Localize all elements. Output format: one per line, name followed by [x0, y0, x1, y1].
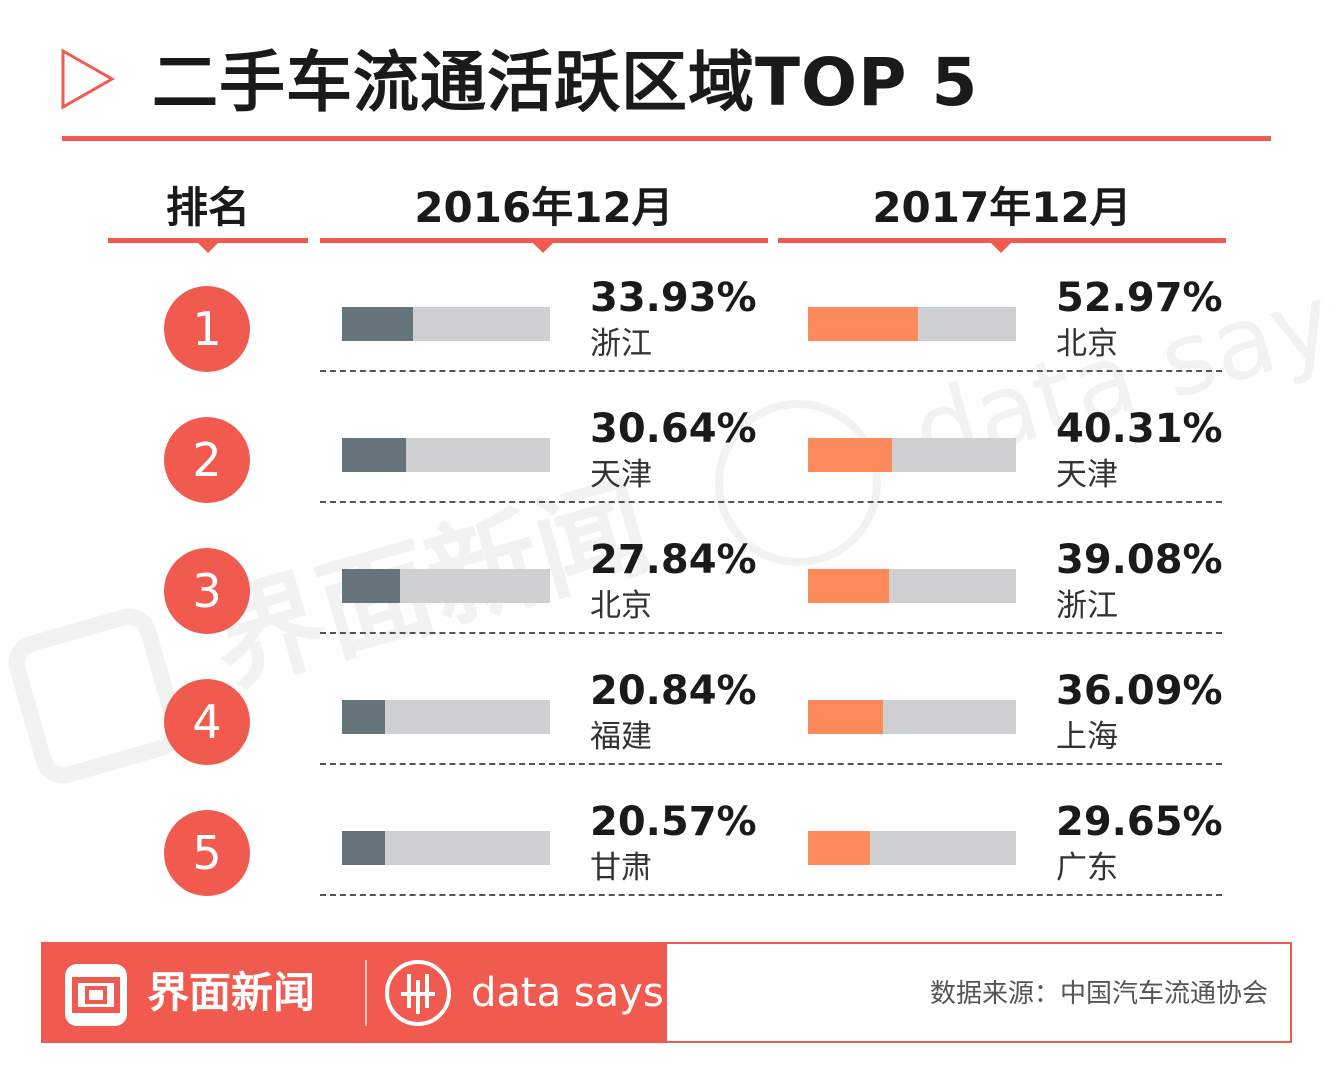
footer-bar: 界面新闻 data says 数据来源：中国汽车流通协会 — [41, 942, 1292, 1043]
bar-track-2016 — [342, 831, 550, 865]
bar-2016 — [342, 831, 385, 865]
footer-brand-cn: 界面新闻 — [147, 968, 316, 1017]
page-title: 二手车流通活跃区域TOP 5 — [152, 44, 979, 121]
header-rank-notch — [198, 243, 218, 253]
value-label-2016: 20.57% — [590, 799, 757, 845]
bar-2017 — [808, 831, 870, 865]
row-divider — [320, 501, 1222, 503]
bar-track-2017 — [808, 831, 1016, 865]
region-label-2016: 北京 — [590, 588, 652, 624]
header-2017-rule — [778, 238, 1226, 243]
play-triangle-icon — [61, 48, 116, 110]
bar-2017 — [808, 700, 883, 734]
region-label-2017: 浙江 — [1056, 588, 1118, 624]
bar-2016 — [342, 438, 406, 472]
rank-badge: 1 — [164, 286, 250, 372]
watermark-logo-icon — [1, 601, 191, 791]
header-2017-notch — [991, 243, 1011, 253]
value-label-2016: 27.84% — [590, 537, 757, 583]
region-label-2017: 天津 — [1056, 457, 1118, 493]
rank-badge: 5 — [164, 810, 250, 896]
header-2017: 2017年12月 — [872, 183, 1132, 232]
bar-2016 — [342, 307, 413, 341]
bar-2017 — [808, 438, 892, 472]
bar-track-2016 — [342, 307, 550, 341]
bar-track-2017 — [808, 700, 1016, 734]
header-rank: 排名 — [165, 183, 250, 232]
bar-track-2017 — [808, 307, 1016, 341]
header-2016-rule — [320, 238, 768, 243]
value-label-2017: 29.65% — [1056, 799, 1223, 845]
footer-brand-separator — [365, 960, 367, 1026]
region-label-2017: 广东 — [1056, 850, 1118, 886]
rank-badge: 4 — [164, 679, 250, 765]
value-label-2017: 36.09% — [1056, 668, 1223, 714]
value-label-2017: 52.97% — [1056, 275, 1223, 321]
bar-2017 — [808, 307, 918, 341]
row-divider — [320, 763, 1222, 765]
row-divider — [320, 370, 1222, 372]
bar-2017 — [808, 569, 889, 603]
bar-track-2017 — [808, 438, 1016, 472]
footer-brand-en: data says — [471, 970, 664, 1016]
bar-track-2017 — [808, 569, 1016, 603]
region-label-2016: 甘肃 — [590, 850, 652, 886]
row-divider — [320, 894, 1222, 896]
jiemian-logo-icon — [65, 964, 127, 1026]
bar-2016 — [342, 700, 385, 734]
header-2016: 2016年12月 — [414, 183, 674, 232]
value-label-2016: 33.93% — [590, 275, 757, 321]
bar-track-2016 — [342, 569, 550, 603]
footer-brand-panel: 界面新闻 data says — [43, 944, 667, 1041]
data-source: 数据来源：中国汽车流通协会 — [929, 979, 1268, 1009]
header-rank-rule — [108, 238, 308, 243]
rank-badge: 3 — [164, 548, 250, 634]
rank-badge: 2 — [164, 417, 250, 503]
bar-track-2016 — [342, 700, 550, 734]
region-label-2016: 浙江 — [590, 326, 652, 362]
value-label-2017: 40.31% — [1056, 406, 1223, 452]
value-label-2016: 20.84% — [590, 668, 757, 714]
region-label-2016: 天津 — [590, 457, 652, 493]
region-label-2017: 上海 — [1056, 719, 1118, 755]
region-label-2016: 福建 — [590, 719, 652, 755]
region-label-2017: 北京 — [1056, 326, 1118, 362]
title-rule — [62, 136, 1271, 141]
row-divider — [320, 632, 1222, 634]
bar-track-2016 — [342, 438, 550, 472]
data-says-logo-icon — [385, 960, 451, 1026]
value-label-2017: 39.08% — [1056, 537, 1223, 583]
bar-2016 — [342, 569, 400, 603]
value-label-2016: 30.64% — [590, 406, 757, 452]
header-2016-notch — [533, 243, 553, 253]
